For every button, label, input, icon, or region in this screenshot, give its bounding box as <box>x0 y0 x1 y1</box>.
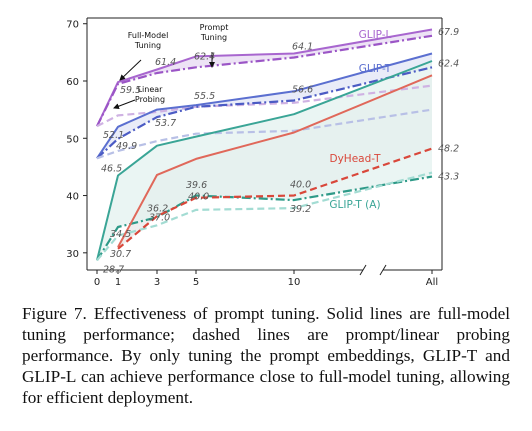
data-label: 62.4 <box>194 51 215 62</box>
data-label: 39.2 <box>290 204 311 215</box>
figure-caption: Figure 7. Effectiveness of prompt tuning… <box>22 304 510 407</box>
y-tick-label: 40 <box>66 192 79 203</box>
x-tick-label: 5 <box>193 277 199 288</box>
callout-label-line: Tuning <box>134 41 161 50</box>
callout-label-line: Linear <box>138 85 164 94</box>
data-label: 28.7 <box>103 264 124 275</box>
series-line-glip-t-dashdot <box>96 66 433 160</box>
data-label: 36.2 <box>147 203 168 214</box>
series-line-glip-t-a-dashed <box>96 171 433 262</box>
axis-break-mark <box>359 264 367 276</box>
data-label: 39.6 <box>186 180 207 191</box>
y-tick-label: 30 <box>66 249 79 260</box>
data-label: 30.7 <box>110 249 131 260</box>
data-label: 46.5 <box>101 163 122 174</box>
callout-label: Prompt Tuning <box>200 23 229 42</box>
data-label: 49.9 <box>116 141 137 152</box>
callout-label-line: Tuning <box>200 33 227 42</box>
series-line-glip-t-dashed <box>96 108 433 160</box>
data-label: 64.1 <box>292 42 313 53</box>
callout-arrow <box>113 99 136 110</box>
series-line-dyhead-t-solid <box>117 74 433 248</box>
x-tick-label: 1 <box>115 277 121 288</box>
x-tick-label: All <box>426 277 438 288</box>
series-lines <box>96 28 433 262</box>
x-tick-label: 0 <box>94 277 100 288</box>
y-tick-label: 70 <box>66 20 79 31</box>
data-label: 37.0 <box>149 213 170 224</box>
data-label: 62.4 <box>438 58 459 69</box>
series-line-glip-t-a-solid <box>96 60 433 261</box>
data-label: 34.5 <box>110 229 131 240</box>
callout-arrow <box>119 59 142 81</box>
callout-label: Linear Probing <box>135 85 165 104</box>
series-line-glip-l-dashdot <box>96 34 433 127</box>
data-label: 52.1 <box>103 130 124 141</box>
series-line-glip-t-solid <box>96 52 433 159</box>
y-tick-label: 60 <box>66 77 79 88</box>
data-labels: 67.9 64.1 62.4 61.4 59.5 52.1 62.4 56.6 55.5 53.7… <box>101 27 459 276</box>
data-label: 59.5 <box>120 85 141 96</box>
data-label: 61.4 <box>155 57 176 68</box>
series-label: DyHead-T <box>330 153 382 165</box>
series-labels: GLIP-L GLIP-T DyHead-T GLIP-T (A) <box>329 29 391 211</box>
data-label: 48.2 <box>438 144 459 155</box>
series-label: GLIP-T (A) <box>329 199 380 211</box>
data-label: 43.3 <box>438 172 459 183</box>
glip-l-gap-band <box>97 29 432 127</box>
x-tick-label: 3 <box>154 277 160 288</box>
series-line-dyhead-t-dashed <box>117 147 433 250</box>
series-line-glip-l-dashed <box>96 84 433 128</box>
callout-label-line: Probing <box>135 95 165 104</box>
x-tick-label: 10 <box>288 277 301 288</box>
data-label: 55.5 <box>194 91 215 102</box>
callout-label: Full-Model Tuning <box>128 31 169 50</box>
data-label: 40.0 <box>188 192 209 203</box>
data-label: 53.7 <box>155 118 176 129</box>
y-tick-label: 50 <box>66 134 79 145</box>
data-label: 40.0 <box>290 180 311 191</box>
series-label: GLIP-T <box>359 63 392 75</box>
axis-ticks: 30 40 50 60 70 0 1 3 5 10 All <box>66 20 438 288</box>
callout-label-line: Prompt <box>200 23 229 32</box>
axis-break-mark <box>379 264 387 276</box>
glip-t-gap-band <box>97 53 432 159</box>
series-line-glip-t-a-dashdot <box>96 175 433 261</box>
data-label: 67.9 <box>438 27 459 38</box>
callout-label-line: Full-Model <box>128 31 169 40</box>
data-label: 56.6 <box>292 84 313 95</box>
series-label: GLIP-L <box>359 29 392 41</box>
